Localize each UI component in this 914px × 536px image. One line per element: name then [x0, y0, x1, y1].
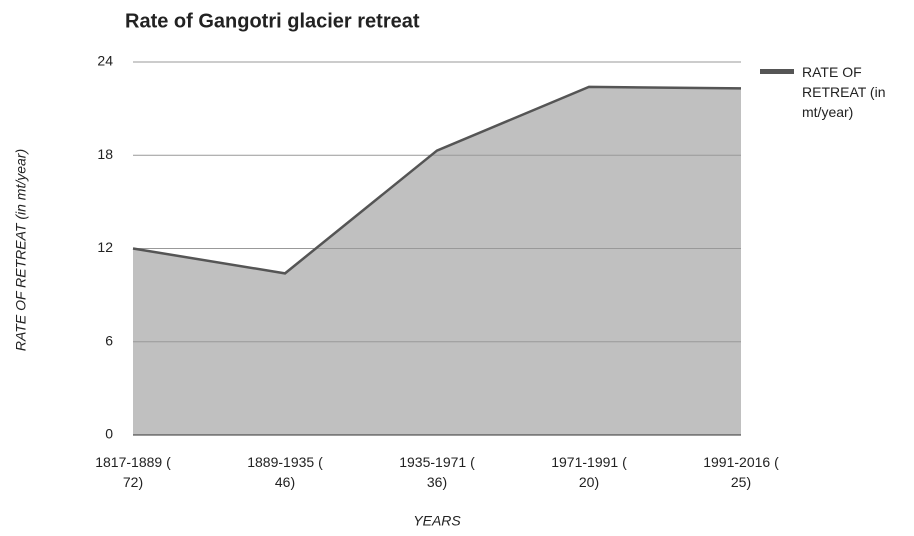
x-tick-line: 1971-1991 ( — [551, 454, 627, 470]
legend: RATE OF RETREAT (in mt/year) — [760, 62, 890, 122]
x-tick-line: 25) — [731, 474, 751, 490]
x-tick-line: 1935-1971 ( — [399, 454, 475, 470]
y-tick-label: 6 — [105, 332, 113, 348]
y-tick-label: 0 — [105, 426, 113, 442]
x-tick-line: 1889-1935 ( — [247, 454, 323, 470]
x-tick-label: 1889-1935 ( 46) — [247, 454, 323, 490]
x-tick-line: 1817-1889 ( — [95, 454, 171, 470]
y-tick-label: 12 — [97, 239, 113, 255]
y-tick-label: 18 — [97, 146, 113, 162]
x-tick-label: 1991-2016 ( 25) — [703, 454, 779, 490]
y-axis-label: RATE OF RETREAT (in mt/year) — [13, 149, 29, 351]
x-axis-label: YEARS — [413, 513, 461, 529]
area — [133, 86, 741, 435]
chart-title: Rate of Gangotri glacier retreat — [125, 10, 420, 32]
x-tick-line: 36) — [427, 474, 447, 490]
x-tick-line: 20) — [579, 474, 599, 490]
x-tick-line: 1991-2016 ( — [703, 454, 779, 470]
x-tick-label: 1935-1971 ( 36) — [399, 454, 475, 490]
x-tick-label: 1817-1889 ( 72) — [95, 454, 171, 490]
legend-swatch — [760, 69, 794, 74]
legend-label: RATE OF RETREAT (in mt/year) — [802, 64, 886, 120]
x-tick-label: 1971-1991 ( 20) — [551, 454, 627, 490]
x-tick-line: 46) — [275, 474, 295, 490]
x-tick-line: 72) — [123, 474, 143, 490]
line — [132, 85, 742, 275]
y-tick-label: 24 — [97, 53, 113, 69]
